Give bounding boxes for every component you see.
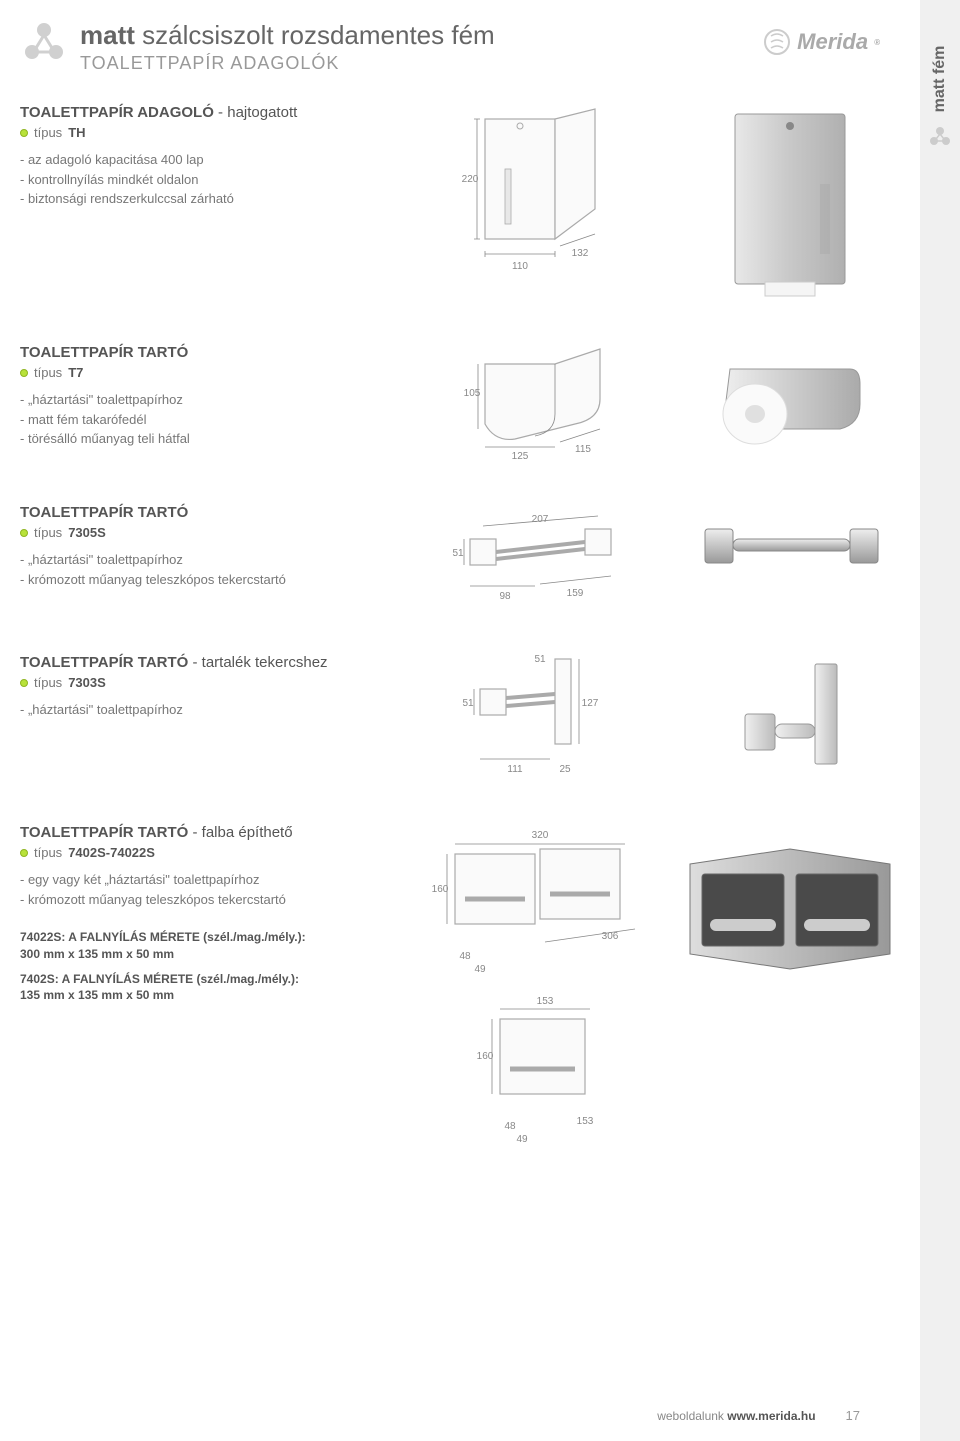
clover-icon — [928, 125, 952, 149]
svg-text:25: 25 — [559, 764, 571, 775]
product-photo — [680, 104, 900, 304]
dimension-diagram: 320 160 306 48 49 153 160 153 48 — [410, 824, 660, 1154]
product-photo — [680, 504, 900, 584]
product-title: TOALETTPAPÍR TARTÓ - tartalék tekercshez — [20, 654, 390, 671]
svg-text:153: 153 — [537, 996, 554, 1007]
feature-item: biztonsági rendszerkulccsal zárható — [20, 189, 390, 209]
svg-text:115: 115 — [575, 444, 591, 455]
type-label: típus — [34, 525, 62, 540]
type-line: típus TH — [20, 125, 390, 140]
feature-list: „háztartási" toalettpapírhoz — [20, 700, 390, 720]
title-strong: matt — [80, 20, 135, 50]
type-line: típus 7303S — [20, 675, 390, 690]
feature-list: az adagoló kapacitása 400 lap kontrollny… — [20, 150, 390, 209]
svg-text:51: 51 — [534, 654, 546, 665]
svg-text:320: 320 — [532, 830, 549, 841]
product-row: TOALETTPAPÍR TARTÓ - tartalék tekercshez… — [20, 654, 880, 784]
website: weboldalunk www.merida.hu — [657, 1409, 815, 1423]
svg-text:132: 132 — [572, 248, 589, 259]
type-code: 7402S-74022S — [68, 845, 155, 860]
svg-text:153: 153 — [577, 1116, 594, 1127]
product-row: TOALETTPAPÍR TARTÓ típus 7305S „háztartá… — [20, 504, 880, 614]
product-photo — [680, 654, 900, 784]
svg-text:160: 160 — [432, 884, 449, 895]
bullet-icon — [20, 129, 28, 137]
type-line: típus 7402S-74022S — [20, 845, 390, 860]
feature-item: krómozott műanyag teleszkópos tekercstar… — [20, 890, 390, 910]
dimension-diagram: 51 51 127 111 25 — [410, 654, 660, 784]
svg-text:49: 49 — [516, 1134, 528, 1145]
svg-text:159: 159 — [567, 588, 584, 599]
svg-text:110: 110 — [512, 261, 528, 272]
bullet-icon — [20, 679, 28, 687]
product-photo — [680, 824, 900, 974]
feature-item: törésálló műanyag teli hátfal — [20, 429, 390, 449]
feature-item: „háztartási" toalettpapírhoz — [20, 700, 390, 720]
product-row: TOALETTPAPÍR TARTÓ típus T7 „háztartási"… — [20, 344, 880, 464]
type-code: TH — [68, 125, 85, 140]
type-code: T7 — [68, 365, 83, 380]
brand-name: Merida — [797, 29, 868, 55]
page-number: 17 — [846, 1408, 860, 1423]
svg-text:49: 49 — [474, 964, 486, 975]
page-title: matt szálcsiszolt rozsdamentes fém — [80, 20, 495, 51]
product-row: TOALETTPAPÍR ADAGOLÓ - hajtogatott típus… — [20, 104, 880, 304]
svg-text:125: 125 — [512, 451, 529, 462]
product-title: TOALETTPAPÍR TARTÓ — [20, 504, 390, 521]
svg-text:98: 98 — [499, 591, 511, 602]
cutout-note: 74022S: A FALNYÍLÁS MÉRETE (szél./mag./m… — [20, 929, 390, 963]
page-footer: weboldalunk www.merida.hu 17 — [657, 1408, 860, 1423]
type-label: típus — [34, 365, 62, 380]
product-title: TOALETTPAPÍR TARTÓ - falba építhető — [20, 824, 390, 841]
svg-text:48: 48 — [504, 1121, 516, 1132]
feature-item: „háztartási" toalettpapírhoz — [20, 390, 390, 410]
feature-list: egy vagy két „háztartási" toalettpapírho… — [20, 870, 390, 909]
product-row: TOALETTPAPÍR TARTÓ - falba építhető típu… — [20, 824, 880, 1154]
type-line: típus T7 — [20, 365, 390, 380]
brand-logo: Merida® — [763, 28, 880, 56]
type-label: típus — [34, 675, 62, 690]
page-subtitle: TOALETTPAPÍR ADAGOLÓK — [80, 53, 495, 74]
product-title: TOALETTPAPÍR ADAGOLÓ - hajtogatott — [20, 104, 390, 121]
feature-list: „háztartási" toalettpapírhoz krómozott m… — [20, 550, 390, 589]
feature-list: „háztartási" toalettpapírhoz matt fém ta… — [20, 390, 390, 449]
svg-text:127: 127 — [582, 698, 599, 709]
side-tab: matt fém — [920, 0, 960, 1441]
feature-item: az adagoló kapacitása 400 lap — [20, 150, 390, 170]
svg-text:160: 160 — [477, 1051, 494, 1062]
type-label: típus — [34, 845, 62, 860]
dimension-diagram: 207 51 98 159 — [410, 504, 660, 614]
bullet-icon — [20, 369, 28, 377]
type-label: típus — [34, 125, 62, 140]
category-icon — [20, 20, 68, 68]
svg-text:51: 51 — [462, 698, 474, 709]
svg-text:207: 207 — [532, 514, 549, 525]
dimension-diagram: 105 125 115 — [410, 344, 660, 464]
svg-text:111: 111 — [507, 764, 523, 775]
type-code: 7303S — [68, 675, 106, 690]
svg-text:220: 220 — [462, 174, 479, 185]
feature-item: egy vagy két „háztartási" toalettpapírho… — [20, 870, 390, 890]
side-tab-label: matt fém — [931, 46, 949, 113]
bullet-icon — [20, 849, 28, 857]
title-rest: szálcsiszolt rozsdamentes fém — [142, 20, 495, 50]
dimension-diagram: 220 110 132 — [410, 104, 660, 274]
type-line: típus 7305S — [20, 525, 390, 540]
feature-item: kontrollnyílás mindkét oldalon — [20, 170, 390, 190]
feature-item: „háztartási" toalettpapírhoz — [20, 550, 390, 570]
cutout-note: 7402S: A FALNYÍLÁS MÉRETE (szél./mag./mé… — [20, 971, 390, 1005]
bullet-icon — [20, 529, 28, 537]
product-title: TOALETTPAPÍR TARTÓ — [20, 344, 390, 361]
type-code: 7305S — [68, 525, 106, 540]
brand-icon — [763, 28, 791, 56]
feature-item: krómozott műanyag teleszkópos tekercstar… — [20, 570, 390, 590]
page-header: matt szálcsiszolt rozsdamentes fém TOALE… — [20, 20, 880, 74]
svg-text:51: 51 — [452, 548, 464, 559]
feature-item: matt fém takarófedél — [20, 410, 390, 430]
product-photo — [680, 344, 900, 454]
svg-text:48: 48 — [459, 951, 471, 962]
